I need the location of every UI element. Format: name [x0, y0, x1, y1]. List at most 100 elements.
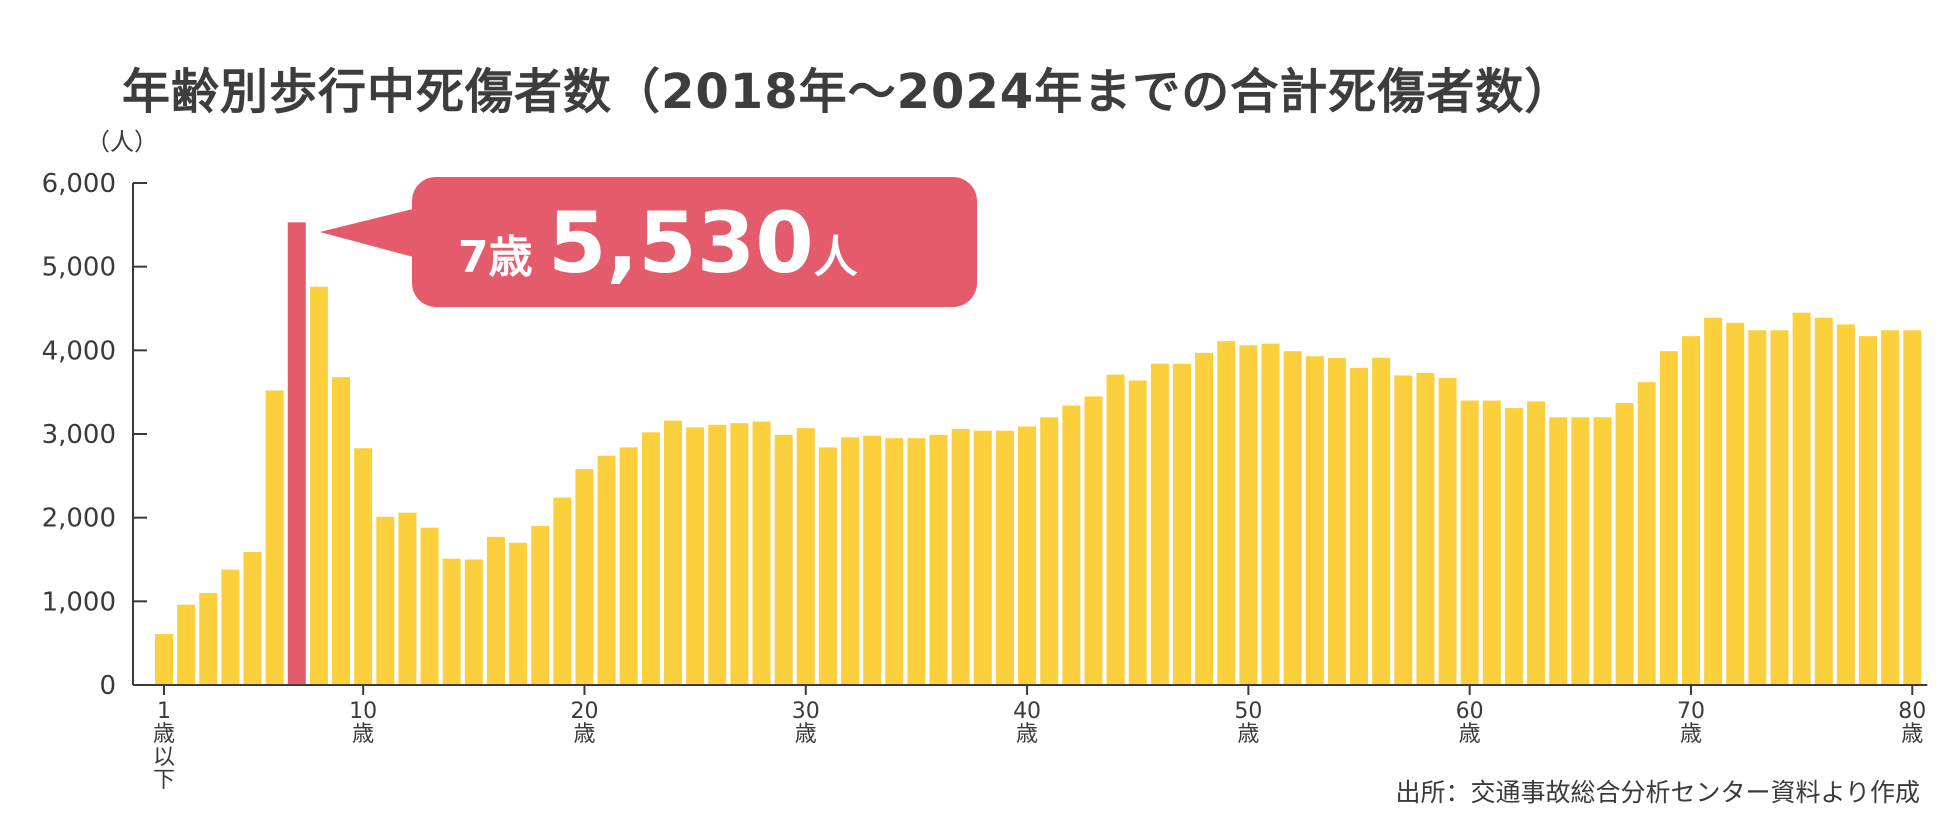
bar [1062, 405, 1081, 685]
bar [686, 427, 705, 685]
bar [1637, 382, 1656, 685]
bar [398, 512, 417, 685]
bar [464, 559, 483, 685]
bar [1681, 336, 1700, 685]
bar [1704, 317, 1723, 685]
bar [885, 438, 904, 685]
x-tick-label: 70 [1677, 699, 1705, 724]
bar [1527, 401, 1546, 685]
y-axis-label: （人） [86, 128, 158, 156]
bar [1836, 324, 1855, 685]
bar [420, 527, 439, 685]
bar [1881, 330, 1900, 685]
bar [1084, 396, 1103, 685]
bar [1150, 363, 1169, 685]
bar [309, 286, 328, 685]
bar [1748, 330, 1767, 685]
x-tick-label: 1 [157, 699, 171, 724]
bar [1394, 375, 1413, 685]
callout-pointer [319, 208, 417, 258]
callout-value: 5,530 [548, 194, 814, 292]
bar [619, 447, 638, 685]
bar [1571, 417, 1590, 685]
bar [1615, 403, 1634, 685]
bar [177, 604, 196, 685]
bar [1792, 312, 1811, 685]
bar [973, 430, 992, 685]
bar-highlight [287, 222, 306, 685]
x-tick-label: 10 [349, 699, 377, 724]
bar [1350, 367, 1369, 685]
bar [1217, 341, 1236, 685]
bar [354, 448, 373, 685]
y-tick-label: 3,000 [42, 420, 116, 450]
callout-age: 7歳 [458, 232, 533, 283]
bar [486, 536, 505, 685]
x-tick-label: 歳 [573, 722, 595, 747]
x-tick-label: 40 [1013, 699, 1041, 724]
x-tick-label: 60 [1456, 699, 1484, 724]
x-tick-label: 下 [153, 768, 175, 793]
bar [1482, 400, 1501, 685]
bar [1106, 374, 1125, 685]
bar [1172, 363, 1191, 685]
source-note: 出所：交通事故総合分析センター資料より作成 [1395, 778, 1920, 807]
bar [575, 469, 594, 685]
bar [509, 542, 528, 685]
bar [553, 497, 572, 685]
bar [531, 526, 550, 685]
bar [818, 447, 837, 685]
bar [796, 428, 815, 685]
bar [863, 435, 882, 685]
y-tick-label: 1,000 [42, 587, 116, 617]
bar [1859, 336, 1878, 685]
bar [1593, 417, 1612, 685]
callout-unit: 人 [814, 232, 858, 283]
bar [1903, 330, 1922, 685]
bar [1040, 417, 1059, 685]
x-tick-label: 以 [153, 745, 175, 770]
bar [1659, 351, 1678, 685]
bar [841, 437, 860, 685]
x-tick-label: 歳 [1237, 722, 1259, 747]
bar [1460, 400, 1479, 685]
bar [1305, 356, 1324, 685]
bar [1128, 380, 1147, 685]
bar [597, 455, 616, 685]
chart-title: 年齢別歩行中死傷者数（2018年～2024年までの合計死傷者数） [122, 64, 1574, 120]
bar [1327, 357, 1346, 685]
bar [332, 377, 351, 685]
bar [1549, 417, 1568, 685]
bar [1195, 352, 1214, 685]
bar [1261, 343, 1280, 685]
bar [774, 434, 793, 685]
bar [951, 428, 970, 685]
x-tick-label: 歳 [1016, 722, 1038, 747]
bar [1416, 372, 1435, 685]
x-tick-label: 歳 [1680, 722, 1702, 747]
bar [1018, 426, 1037, 685]
y-tick-label: 0 [99, 671, 116, 701]
bar [1770, 330, 1789, 685]
bar [243, 551, 262, 685]
bar [376, 516, 395, 685]
bar [1814, 317, 1833, 685]
callout-box [412, 177, 977, 307]
y-tick-label: 6,000 [42, 169, 116, 199]
x-tick-label: 歳 [795, 722, 817, 747]
x-tick-label: 歳 [153, 722, 175, 747]
bar [663, 420, 682, 685]
bar [1372, 357, 1391, 685]
bar [1438, 377, 1457, 685]
bar [708, 424, 727, 685]
bar [1504, 408, 1523, 685]
bar [752, 421, 771, 685]
bar [1283, 351, 1302, 685]
bar [265, 390, 284, 685]
bar [929, 434, 948, 685]
x-tick-label: 30 [792, 699, 820, 724]
bar [199, 592, 218, 685]
bar [155, 633, 173, 685]
y-tick-label: 5,000 [42, 253, 116, 283]
